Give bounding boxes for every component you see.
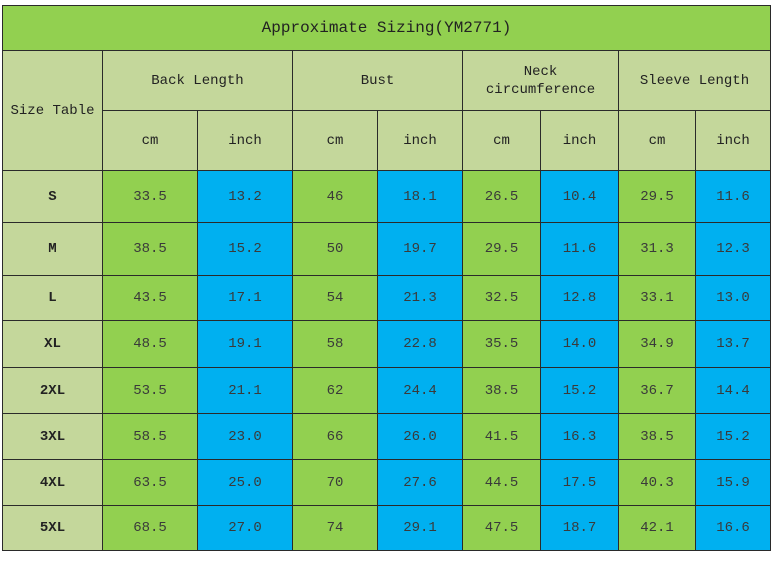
group-header: Neck circumference [462, 50, 619, 111]
size-label: L [2, 275, 103, 321]
size-value: 10.4 [540, 170, 619, 223]
size-value: 48.5 [102, 320, 198, 368]
size-value: 11.6 [695, 170, 771, 223]
title-cell: Approximate Sizing(YM2771) [2, 5, 771, 51]
size-label: M [2, 222, 103, 276]
size-value: 36.7 [618, 367, 696, 414]
size-value: 43.5 [102, 275, 198, 321]
unit-header: cm [292, 110, 378, 171]
size-value: 18.1 [377, 170, 463, 223]
size-value: 68.5 [102, 505, 198, 551]
group-header: Back Length [102, 50, 293, 111]
size-value: 42.1 [618, 505, 696, 551]
size-value: 19.1 [197, 320, 293, 368]
size-value: 31.3 [618, 222, 696, 276]
corner-cell: Size Table [2, 50, 103, 171]
size-value: 33.5 [102, 170, 198, 223]
size-value: 18.7 [540, 505, 619, 551]
size-value: 38.5 [618, 413, 696, 460]
size-label: XL [2, 320, 103, 368]
size-value: 47.5 [462, 505, 541, 551]
size-value: 63.5 [102, 459, 198, 506]
size-value: 54 [292, 275, 378, 321]
unit-header: inch [695, 110, 771, 171]
size-value: 13.2 [197, 170, 293, 223]
size-value: 11.6 [540, 222, 619, 276]
size-value: 16.3 [540, 413, 619, 460]
size-value: 29.5 [618, 170, 696, 223]
size-value: 50 [292, 222, 378, 276]
size-value: 46 [292, 170, 378, 223]
group-header: Bust [292, 50, 463, 111]
size-value: 33.1 [618, 275, 696, 321]
size-value: 12.8 [540, 275, 619, 321]
size-value: 17.5 [540, 459, 619, 506]
unit-header: cm [102, 110, 198, 171]
size-value: 13.0 [695, 275, 771, 321]
size-value: 14.4 [695, 367, 771, 414]
size-value: 38.5 [102, 222, 198, 276]
size-value: 17.1 [197, 275, 293, 321]
size-value: 29.5 [462, 222, 541, 276]
size-value: 19.7 [377, 222, 463, 276]
size-label: 5XL [2, 505, 103, 551]
size-value: 21.3 [377, 275, 463, 321]
size-value: 25.0 [197, 459, 293, 506]
size-value: 44.5 [462, 459, 541, 506]
size-value: 70 [292, 459, 378, 506]
size-value: 29.1 [377, 505, 463, 551]
size-value: 58.5 [102, 413, 198, 460]
size-label: 2XL [2, 367, 103, 414]
size-value: 58 [292, 320, 378, 368]
size-value: 34.9 [618, 320, 696, 368]
size-label: 4XL [2, 459, 103, 506]
size-value: 32.5 [462, 275, 541, 321]
size-label: S [2, 170, 103, 223]
size-value: 23.0 [197, 413, 293, 460]
size-value: 27.0 [197, 505, 293, 551]
size-value: 21.1 [197, 367, 293, 414]
size-value: 38.5 [462, 367, 541, 414]
size-value: 15.9 [695, 459, 771, 506]
unit-header: cm [618, 110, 696, 171]
size-value: 14.0 [540, 320, 619, 368]
group-header: Sleeve Length [618, 50, 771, 111]
size-value: 15.2 [540, 367, 619, 414]
size-value: 26.5 [462, 170, 541, 223]
size-value: 53.5 [102, 367, 198, 414]
size-value: 27.6 [377, 459, 463, 506]
size-value: 74 [292, 505, 378, 551]
size-label: 3XL [2, 413, 103, 460]
size-value: 22.8 [377, 320, 463, 368]
size-value: 62 [292, 367, 378, 414]
size-value: 41.5 [462, 413, 541, 460]
size-value: 15.2 [197, 222, 293, 276]
size-value: 13.7 [695, 320, 771, 368]
size-value: 16.6 [695, 505, 771, 551]
size-value: 66 [292, 413, 378, 460]
size-value: 15.2 [695, 413, 771, 460]
unit-header: inch [540, 110, 619, 171]
size-value: 40.3 [618, 459, 696, 506]
size-value: 26.0 [377, 413, 463, 460]
unit-header: inch [197, 110, 293, 171]
size-value: 35.5 [462, 320, 541, 368]
unit-header: cm [462, 110, 541, 171]
size-value: 12.3 [695, 222, 771, 276]
unit-header: inch [377, 110, 463, 171]
size-value: 24.4 [377, 367, 463, 414]
